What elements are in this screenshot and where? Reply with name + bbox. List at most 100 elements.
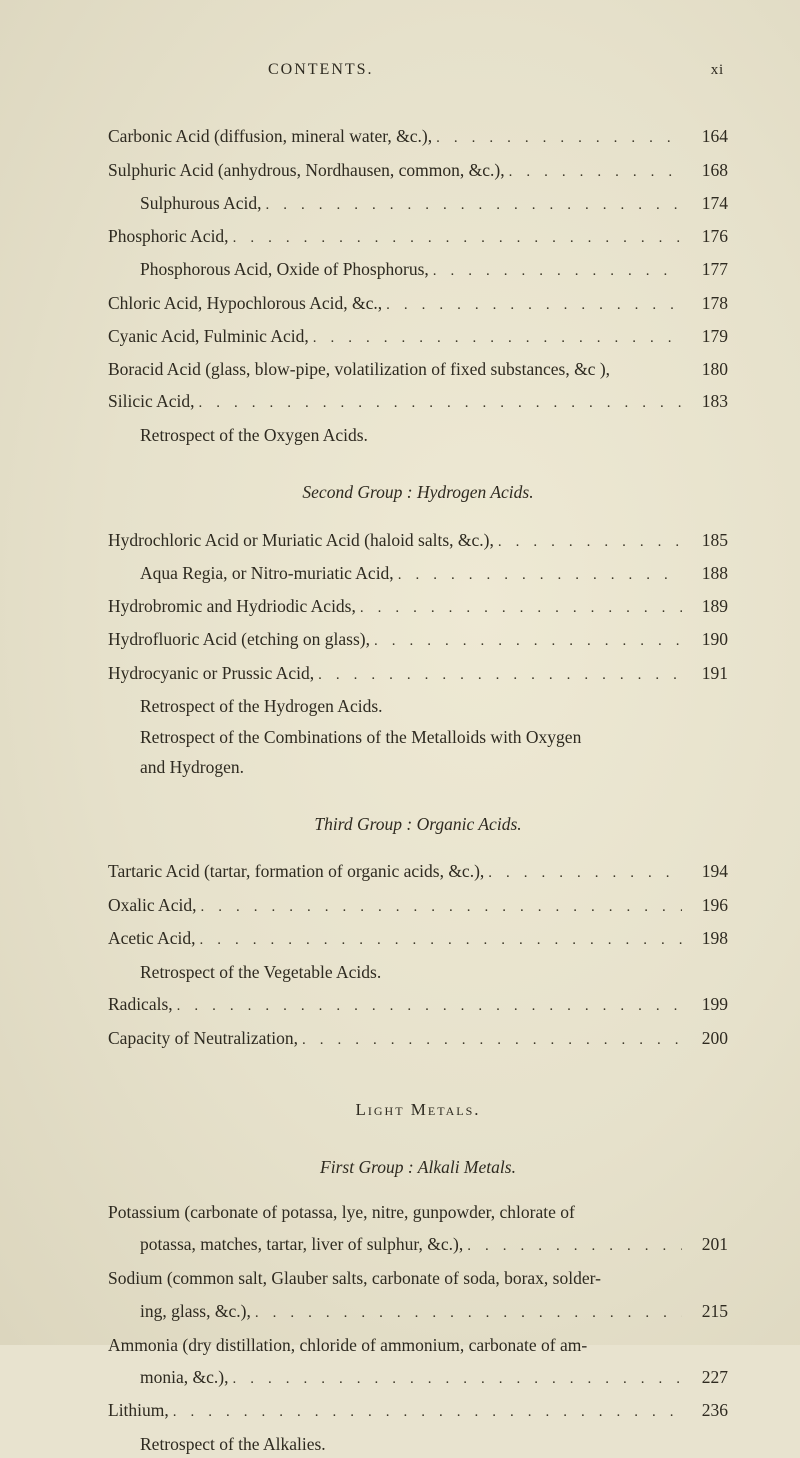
toc-label: potassa, matches, tartar, liver of sulph… (140, 1231, 463, 1258)
dot-leaders: ........................................ (360, 597, 682, 621)
toc-page: 178 (682, 290, 728, 317)
toc-row: Hydrobromic and Hydriodic Acids,........… (108, 591, 728, 624)
group-title-hydrogen: Second Group : Hydrogen Acids. (108, 479, 728, 506)
toc-label: monia, &c.), (140, 1364, 228, 1391)
toc-page: 179 (682, 323, 728, 350)
toc-page: 176 (682, 223, 728, 250)
dot-leaders: ........................................ (233, 227, 682, 251)
toc-label: Hydrochloric Acid or Muriatic Acid (halo… (108, 527, 494, 554)
toc-label: Boracid Acid (glass, blow-pipe, volatili… (108, 356, 610, 383)
dot-leaders: ........................................ (200, 896, 682, 920)
toc-row: Capacity of Neutralization,.............… (108, 1022, 728, 1055)
toc-page: 201 (682, 1231, 728, 1258)
retrospect-text: Retrospect of the Oxygen Acids. (140, 425, 368, 445)
toc-row: Tartaric Acid (tartar, formation of orga… (108, 856, 728, 889)
toc-page: 188 (682, 560, 728, 587)
toc-page: 200 (682, 1025, 728, 1052)
toc-row: Sulphurous Acid,........................… (108, 187, 728, 220)
toc-row: Hydrochloric Acid or Muriatic Acid (halo… (108, 524, 728, 557)
dot-leaders: ........................................ (266, 194, 682, 218)
retrospect-text: Retrospect of the Alkalies. (140, 1434, 326, 1454)
retrospect-line: Retrospect of the Alkalies. (108, 1431, 728, 1458)
retrospect-text: Retrospect of the Combinations of the Me… (140, 727, 581, 747)
toc-page: 215 (682, 1298, 728, 1325)
block-alkali-metals: Potassium (carbonate of potassa, lye, ni… (108, 1199, 728, 1458)
retrospect-text: and Hydrogen. (140, 757, 244, 777)
dot-leaders: ........................................ (177, 995, 682, 1019)
toc-label: Hydrofluoric Acid (etching on glass), (108, 626, 370, 653)
dot-leaders: ........................................ (318, 664, 682, 688)
toc-page: 236 (682, 1397, 728, 1424)
toc-page: 189 (682, 593, 728, 620)
toc-label: Phosphoric Acid, (108, 223, 229, 250)
block-hydrogen-acids: Hydrochloric Acid or Muriatic Acid (halo… (108, 524, 728, 781)
dot-leaders: ........................................ (433, 260, 682, 284)
toc-label: Hydrobromic and Hydriodic Acids, (108, 593, 356, 620)
toc-label: ing, glass, &c.), (140, 1298, 251, 1325)
toc-row: Hydrocyanic or Prussic Acid,............… (108, 657, 728, 690)
dot-leaders: ........................................ (374, 630, 682, 654)
toc-page: 198 (682, 925, 728, 952)
running-head: CONTENTS. xi (108, 58, 728, 83)
dot-leaders: ........................................ (313, 327, 682, 351)
toc-row: Oxalic Acid,............................… (108, 889, 728, 922)
toc-page: 180 (682, 356, 728, 383)
dot-leaders: ........................................ (509, 161, 682, 185)
dot-leaders: ........................................ (255, 1302, 682, 1326)
toc-label: Silicic Acid, (108, 388, 195, 415)
retrospect-text: Retrospect of the Vegetable Acids. (140, 962, 381, 982)
dot-leaders: ........................................ (173, 1401, 682, 1425)
dot-leaders: ........................................ (386, 294, 682, 318)
toc-page: 196 (682, 892, 728, 919)
dot-leaders: ........................................ (398, 564, 682, 588)
section-title-text: Light Metals. (355, 1100, 480, 1119)
toc-page: 190 (682, 626, 728, 653)
group-title-alkali: First Group : Alkali Metals. (108, 1154, 728, 1181)
toc-row: Boracid Acid (glass, blow-pipe, volatili… (108, 354, 728, 386)
toc-row: potassa, matches, tartar, liver of sulph… (108, 1229, 728, 1262)
page: CONTENTS. xi Carbonic Acid (diffusion, m… (0, 0, 800, 1345)
toc-label: Oxalic Acid, (108, 892, 196, 919)
dot-leaders: ........................................ (199, 392, 682, 416)
toc-page: 191 (682, 660, 728, 687)
retrospect-line: Retrospect of the Combinations of the Me… (108, 724, 728, 751)
group-title-organic: Third Group : Organic Acids. (108, 811, 728, 838)
toc-row: Aqua Regia, or Nitro-muriatic Acid,.....… (108, 557, 728, 590)
toc-page: 174 (682, 190, 728, 217)
dot-leaders: ........................................ (467, 1235, 682, 1259)
toc-label: Cyanic Acid, Fulminic Acid, (108, 323, 309, 350)
toc-label: Phosphorous Acid, Oxide of Phosphorus, (140, 256, 429, 283)
retrospect-line: Retrospect of the Oxygen Acids. (108, 422, 728, 449)
toc-page: 183 (682, 388, 728, 415)
dot-leaders: ........................................ (498, 531, 682, 555)
toc-label: Sulphuric Acid (anhydrous, Nordhausen, c… (108, 157, 505, 184)
folio: xi (711, 59, 724, 82)
retrospect-text: Retrospect of the Hydrogen Acids. (140, 696, 383, 716)
dot-leaders: ........................................ (232, 1368, 682, 1392)
toc-row: Phosphoric Acid,........................… (108, 221, 728, 254)
running-title: CONTENTS. (268, 58, 374, 83)
retrospect-line-cont: and Hydrogen. (108, 754, 728, 781)
block-organic-acids: Tartaric Acid (tartar, formation of orga… (108, 856, 728, 1055)
toc-label: Aqua Regia, or Nitro-muriatic Acid, (140, 560, 394, 587)
toc-entry-lead: Sodium (common salt, Glauber salts, carb… (108, 1265, 728, 1292)
toc-label: Acetic Acid, (108, 925, 195, 952)
toc-label: Radicals, (108, 991, 173, 1018)
toc-label: Lithium, (108, 1397, 169, 1424)
toc-row: Hydrofluoric Acid (etching on glass),...… (108, 624, 728, 657)
toc-label: Sodium (common salt, Glauber salts, carb… (108, 1268, 601, 1288)
toc-entry-lead: Ammonia (dry distillation, chloride of a… (108, 1332, 728, 1359)
section-title-light-metals: Light Metals. (108, 1097, 728, 1123)
toc-page: 194 (682, 858, 728, 885)
toc-page: 177 (682, 256, 728, 283)
toc-row: Silicic Acid,...........................… (108, 386, 728, 419)
toc-row: Carbonic Acid (diffusion, mineral water,… (108, 121, 728, 154)
dot-leaders: ........................................ (302, 1029, 682, 1053)
toc-label: Sulphurous Acid, (140, 190, 262, 217)
toc-page: 199 (682, 991, 728, 1018)
toc-row: Lithium,................................… (108, 1395, 728, 1428)
dot-leaders: ........................................ (199, 929, 682, 953)
toc-row: Chloric Acid, Hypochlorous Acid, &c.,...… (108, 287, 728, 320)
toc-label: Carbonic Acid (diffusion, mineral water,… (108, 123, 432, 150)
retrospect-line: Retrospect of the Hydrogen Acids. (108, 693, 728, 720)
